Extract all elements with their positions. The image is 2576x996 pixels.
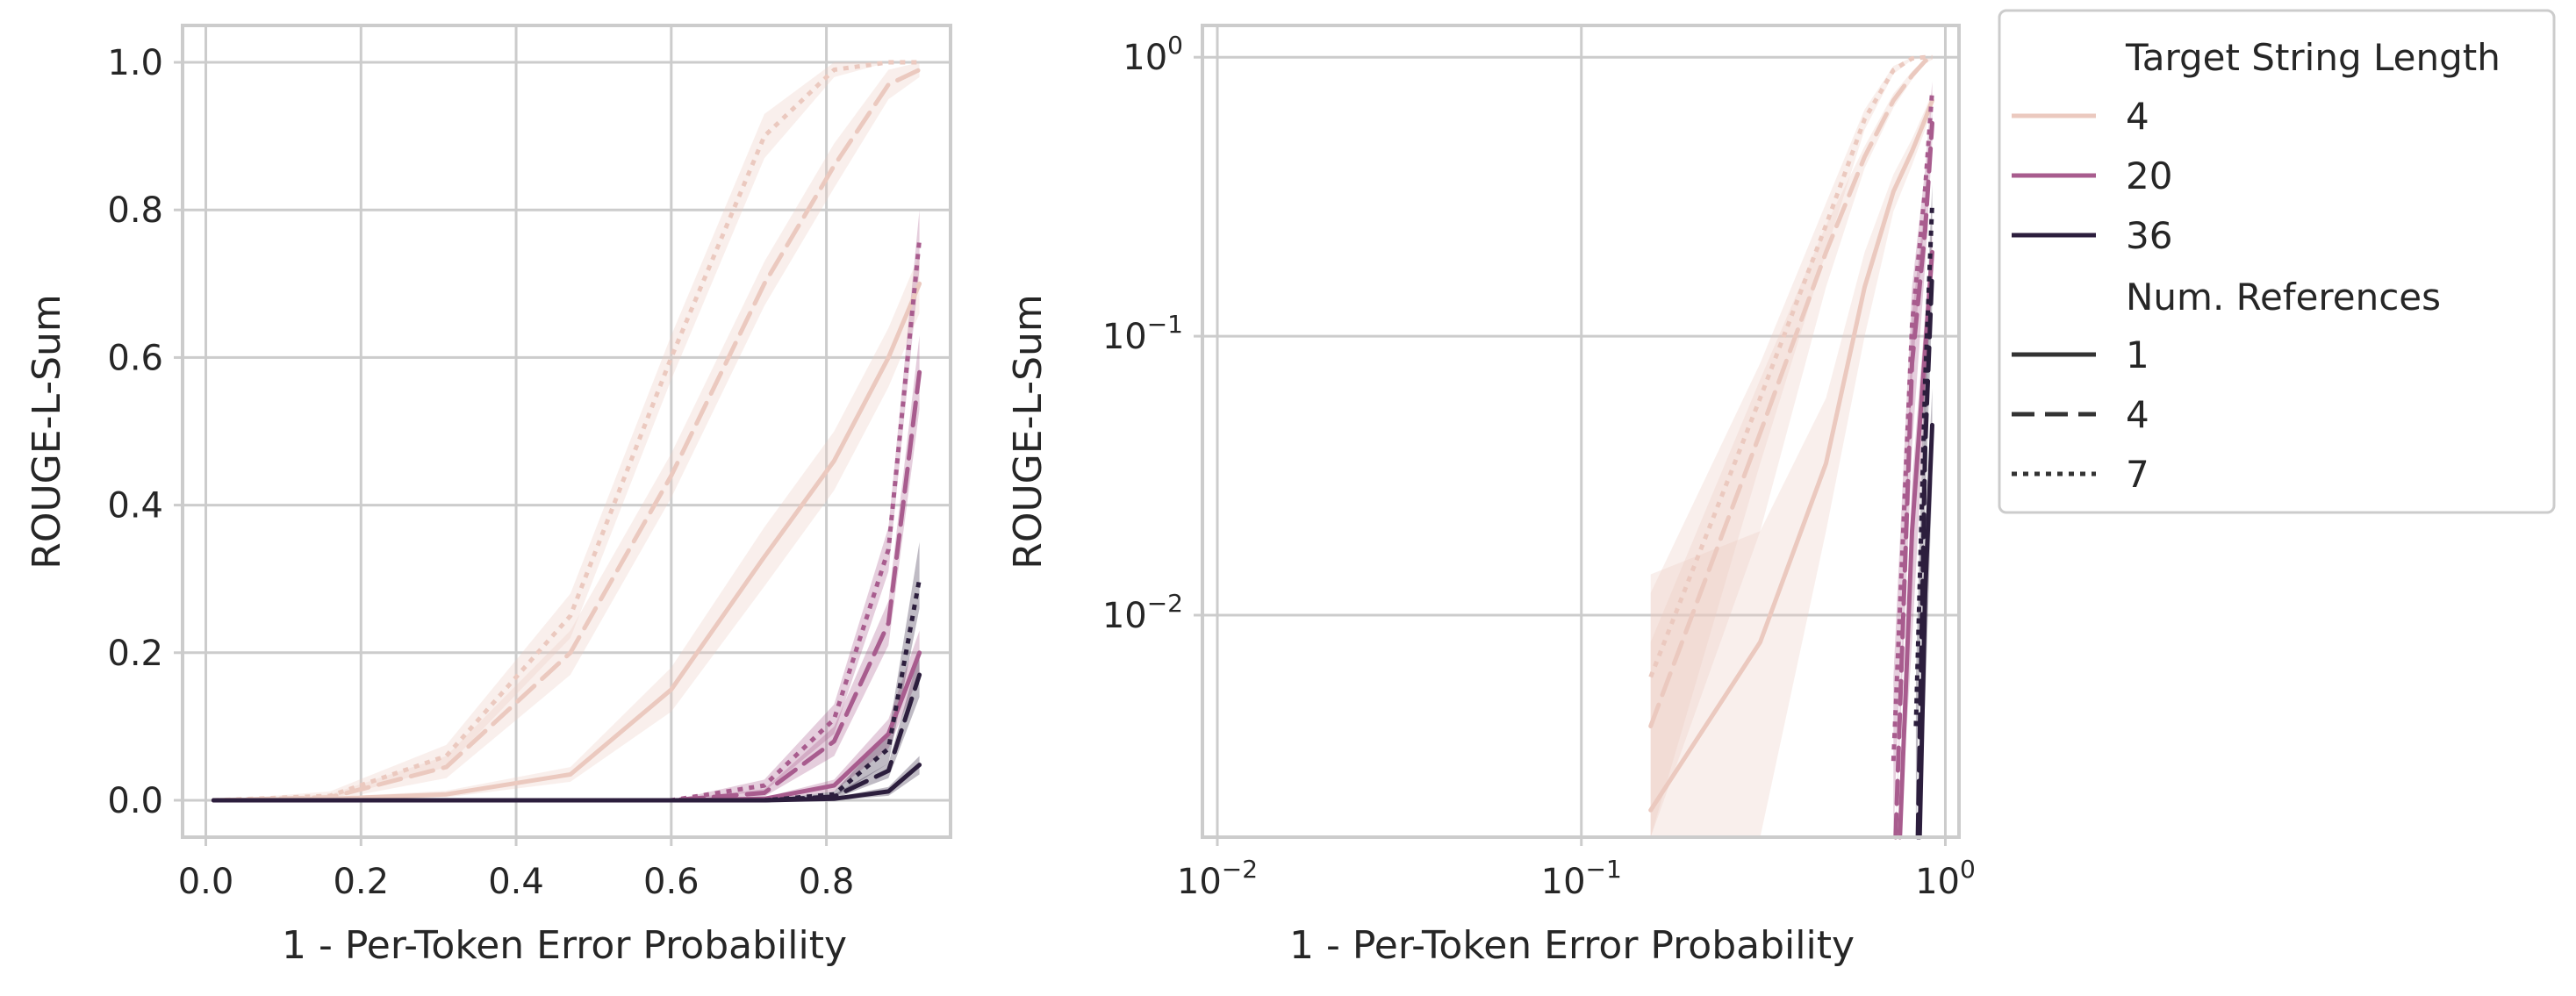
left-plot-panel: 0.0 0.2 0.4 0.6 0.8 0.0 0.2 0.4 0.6 0.8 1.0 1 - Pe… [25, 24, 952, 968]
right-grid [1202, 25, 1959, 837]
right-x-tick-label: 10−2 [1177, 855, 1258, 902]
right-x-tick-label: 10−1 [1541, 855, 1622, 902]
left-y-tick-label: 0.4 [107, 486, 163, 527]
legend-style-title: Num. References [2126, 276, 2441, 319]
right-series-lines [1648, 54, 1934, 840]
right-y-tick-label: 100 [1123, 31, 1183, 78]
legend-label-refs-7: 7 [2126, 453, 2149, 496]
left-x-tick-label: 0.8 [799, 862, 855, 902]
left-y-tick-label: 0.0 [107, 781, 163, 821]
left-series-lines [211, 60, 922, 803]
right-band-length-36-refs-7 [1915, 184, 1933, 837]
left-x-tick-label: 0.4 [488, 862, 544, 902]
left-x-tick-label: 0.0 [178, 862, 234, 902]
left-y-tick-label: 0.6 [107, 338, 163, 378]
right-tick-labels: 10−2 10−1 100 10−2 10−1 100 [1102, 31, 1976, 902]
left-y-tick-label: 1.0 [107, 43, 163, 83]
legend-label-refs-1: 1 [2126, 333, 2149, 376]
right-x-axis-label: 1 - Per-Token Error Probability [1289, 923, 1855, 968]
left-line-length-36-refs-7 [213, 578, 922, 803]
left-line-length-4-refs-4 [211, 68, 922, 803]
left-x-tick-label: 0.2 [333, 862, 389, 902]
left-y-axis-label: ROUGE-L-Sum [25, 294, 69, 569]
right-plot-panel: 10−2 10−1 100 10−2 10−1 100 1 - Per-Token Err… [1006, 24, 1976, 968]
right-band-length-4-refs-1 [1650, 91, 1933, 837]
right-line-length-4-refs-4 [1648, 56, 1934, 728]
left-x-axis-label: 1 - Per-Token Error Probability [282, 923, 847, 968]
left-x-tick-label: 0.6 [643, 862, 700, 902]
left-y-tick-label: 0.2 [107, 634, 163, 674]
right-y-tick-label: 10−2 [1102, 589, 1183, 636]
right-y-axis-label: ROUGE-L-Sum [1006, 294, 1051, 569]
left-line-length-4-refs-1 [211, 281, 922, 803]
legend-frame [1998, 9, 2556, 514]
right-line-length-4-refs-1 [1648, 98, 1934, 813]
right-band-length-20-refs-4 [1895, 109, 1933, 837]
legend: Target String Length 4 20 36 Num. Refere… [1998, 9, 2556, 514]
legend-label-length-4: 4 [2126, 95, 2149, 138]
right-line-length-20-refs-7 [1891, 90, 1934, 762]
left-y-tick-label: 0.8 [107, 190, 163, 231]
legend-label-refs-4: 4 [2126, 393, 2149, 436]
legend-label-length-36: 36 [2126, 214, 2172, 257]
left-line-length-4-refs-7 [213, 60, 920, 803]
legend-hue-title: Target String Length [2125, 36, 2501, 79]
right-y-tick-label: 10−1 [1102, 310, 1183, 357]
left-grid [183, 25, 951, 837]
right-line-length-36-refs-4 [1915, 269, 1934, 840]
right-line-length-36-refs-7 [1913, 203, 1934, 727]
legend-label-length-20: 20 [2126, 154, 2172, 197]
left-axes-frame [181, 24, 952, 839]
right-line-length-20-refs-4 [1893, 120, 1934, 840]
left-tick-labels: 0.0 0.2 0.4 0.6 0.8 0.0 0.2 0.4 0.6 0.8 1.0 [107, 43, 854, 902]
left-band-length-4-refs-1 [213, 254, 920, 800]
right-x-tick-label: 100 [1915, 855, 1976, 902]
right-line-length-4-refs-7 [1648, 54, 1933, 678]
left-band-length-4-refs-4 [213, 62, 920, 800]
